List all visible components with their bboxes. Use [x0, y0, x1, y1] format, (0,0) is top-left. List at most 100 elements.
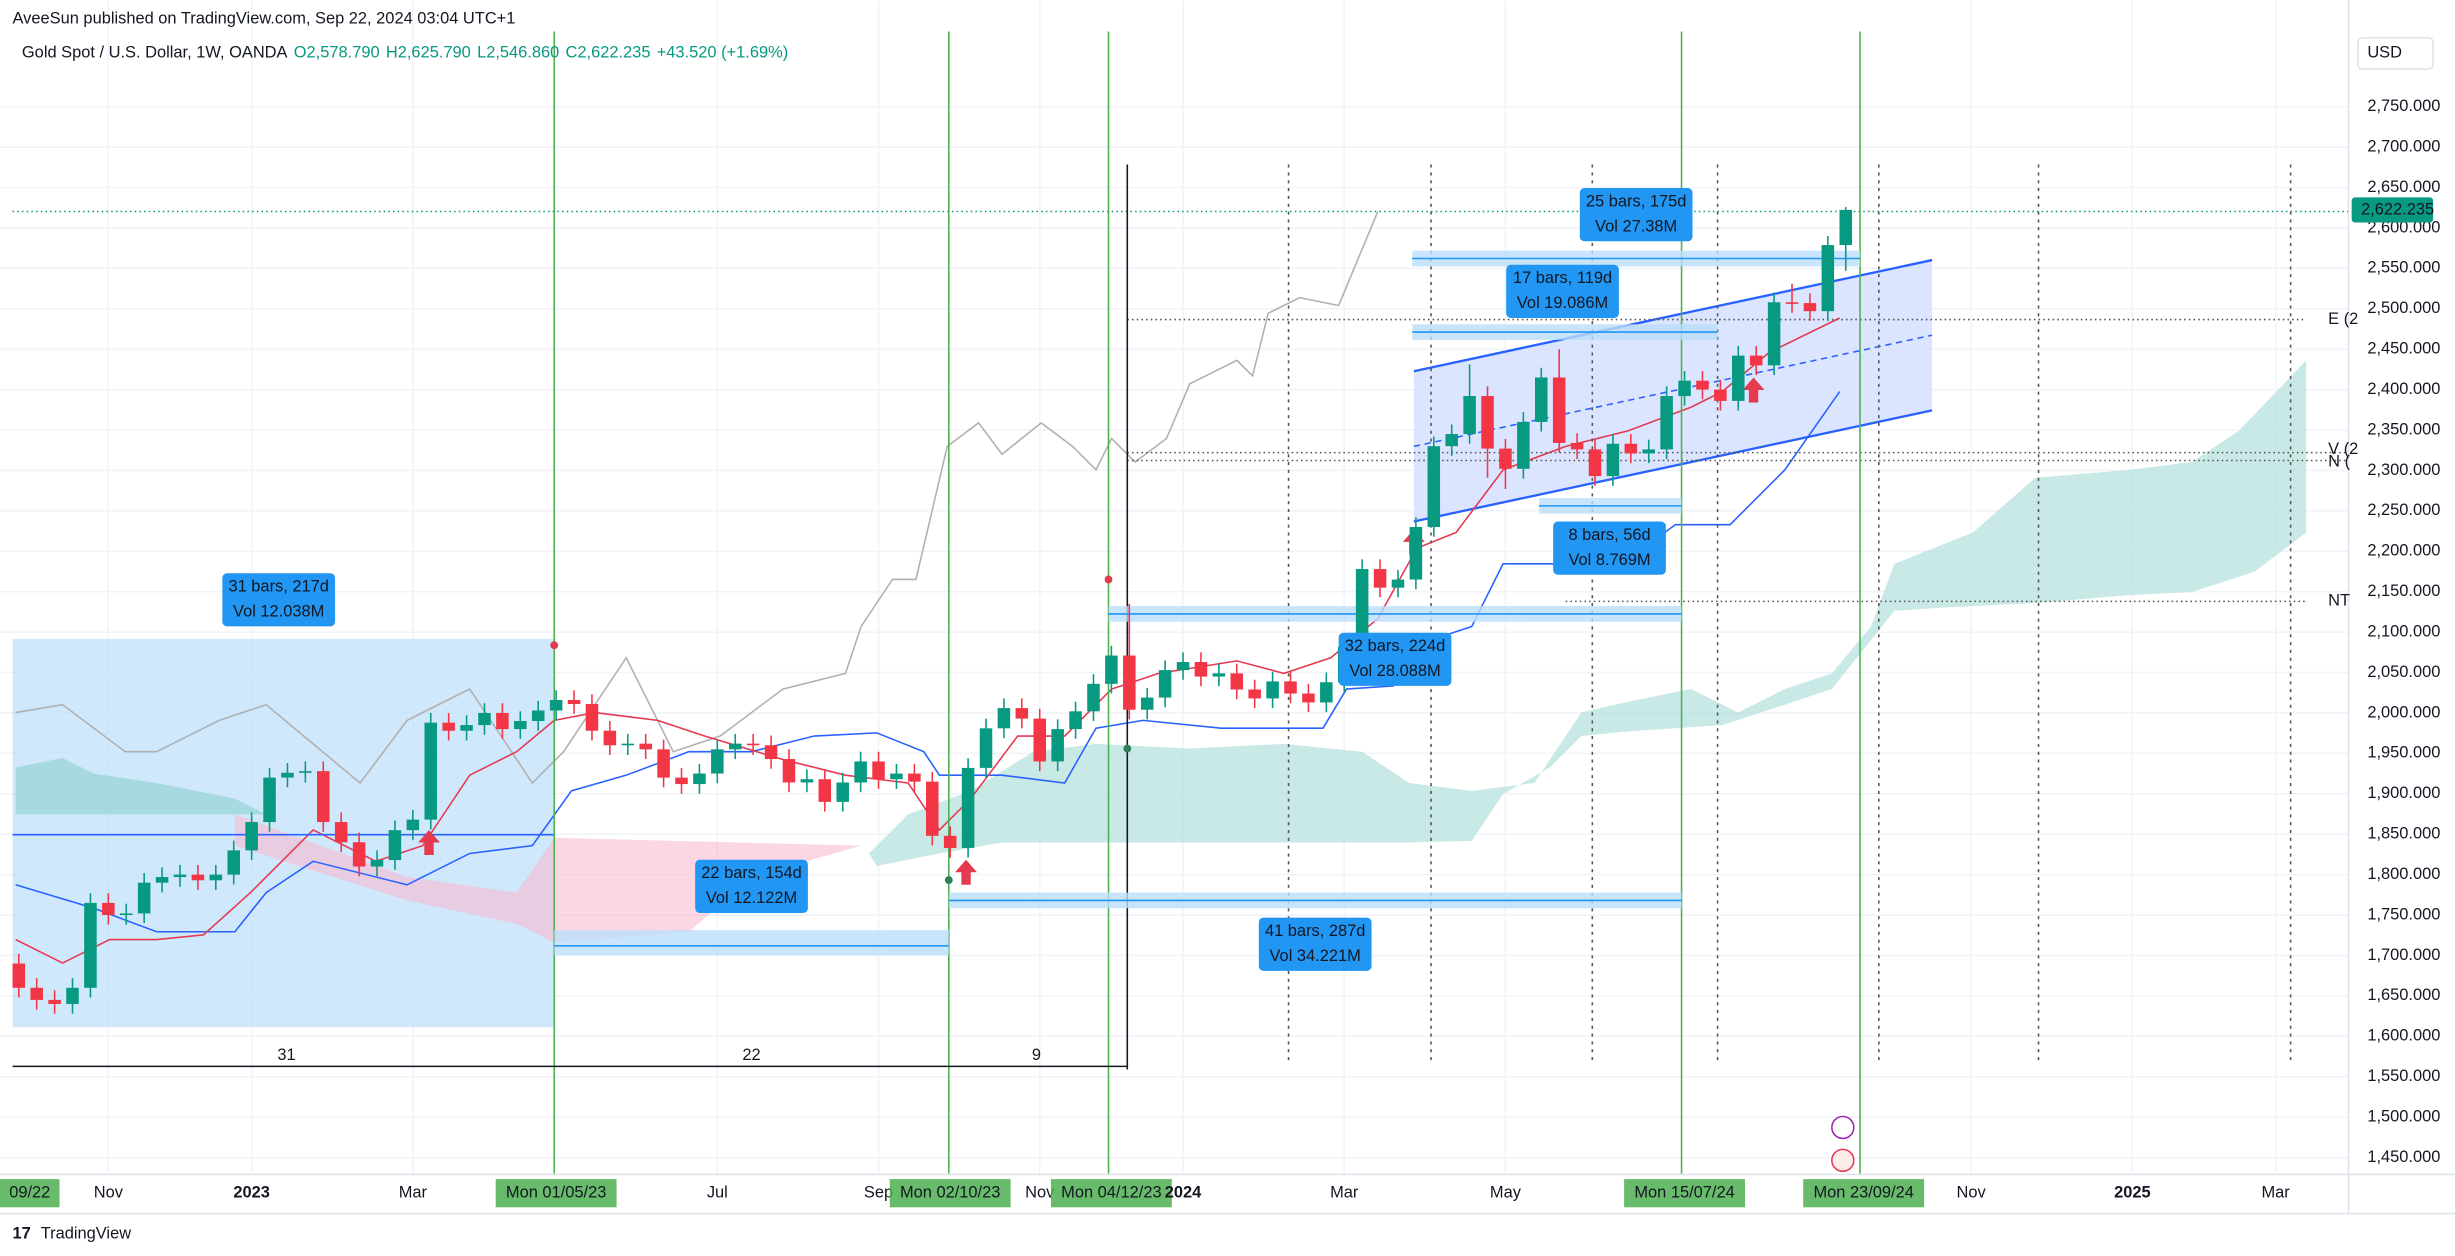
x-tick-label: Mar	[1330, 1184, 1359, 1202]
candle-body	[854, 761, 867, 783]
ohlc: H2,625.790	[386, 44, 471, 62]
candle-body	[979, 728, 993, 768]
candle-body	[1176, 662, 1190, 671]
y-tick-label: 1,450.000	[2367, 1148, 2440, 1166]
currency[interactable]: USD	[2367, 44, 2402, 62]
x-tick-label: Mon 04/12/23	[1061, 1184, 1161, 1202]
x-tick-highlight	[495, 1179, 617, 1208]
candle-body	[926, 781, 939, 836]
candle-body	[1552, 377, 1566, 443]
candle-body	[1481, 396, 1494, 449]
y-tick-label: 2,400.000	[2367, 380, 2440, 398]
candle-body	[1266, 681, 1279, 699]
event-icon	[1831, 1115, 1855, 1140]
price-tag	[2351, 197, 2434, 223]
measure-text: 25 bars, 175d	[1586, 192, 1686, 210]
measure-box	[1506, 264, 1619, 318]
y-tick-label: 1,650.000	[2367, 986, 2440, 1004]
measure-text: 17 bars, 119d	[1513, 269, 1612, 287]
currency-button[interactable]	[2357, 36, 2434, 70]
range-arrows	[554, 257, 1861, 947]
candle-body	[1570, 442, 1584, 450]
candle-body	[908, 773, 921, 782]
lagging-line	[15, 211, 1379, 785]
cloud	[868, 360, 2307, 866]
candle-body	[1535, 377, 1548, 422]
measure-vol: Vol 12.122M	[706, 889, 797, 907]
candle-body	[1069, 711, 1082, 730]
candle-body	[84, 902, 97, 988]
candle-body	[1749, 355, 1763, 366]
candle-body	[1785, 302, 1799, 304]
y-tick-label: 1,800.000	[2367, 865, 2440, 883]
candle-body	[1230, 673, 1244, 690]
candle-body	[764, 745, 778, 760]
candle-body	[549, 700, 563, 711]
x-tick-label: 09/22	[9, 1184, 50, 1202]
ohlc: O2,578.790	[294, 44, 380, 62]
x-tick-highlight	[0, 1179, 60, 1208]
candles	[12, 207, 1853, 1014]
candle-body	[424, 722, 438, 820]
x-tick-label: Mon 01/05/23	[506, 1184, 606, 1202]
x-tick-label: Jul	[707, 1184, 728, 1202]
candle-body	[1660, 396, 1673, 450]
candle-body	[209, 874, 223, 881]
candle-body	[299, 771, 312, 773]
x-tick-label: Mon 23/09/24	[1813, 1184, 1913, 1202]
measure-vol: Vol 19.086M	[1517, 294, 1608, 312]
ohlc: C2,622.235	[566, 44, 651, 62]
candle-body	[1767, 302, 1781, 366]
bar-count: 22	[742, 1046, 760, 1064]
bar-count: 9	[1032, 1046, 1041, 1064]
candle-body	[1714, 389, 1727, 401]
candle-body	[496, 712, 509, 730]
candle-body	[1463, 396, 1476, 435]
candle-body	[728, 743, 742, 750]
x-tick-highlight	[1803, 1179, 1925, 1208]
candle-body	[675, 777, 688, 785]
candle-body	[1284, 681, 1297, 694]
measure-box	[222, 573, 336, 627]
candle-body	[711, 749, 724, 774]
y-tick-label: 2,500.000	[2367, 299, 2440, 317]
x-tick-label: Mon 15/07/24	[1634, 1184, 1734, 1202]
candle-body	[585, 704, 599, 731]
candle-body	[1015, 708, 1029, 719]
measure-vol: Vol 12.038M	[233, 603, 324, 621]
candle-body	[621, 743, 635, 746]
measure-vol: Vol 8.769M	[1568, 551, 1650, 569]
candle-body	[66, 987, 79, 1004]
title: Gold Spot / U.S. Dollar, 1W, OANDA	[22, 44, 288, 62]
candle-body	[961, 767, 975, 848]
candle-body	[890, 773, 903, 780]
measure-box	[1553, 521, 1666, 575]
candle-body	[1821, 245, 1835, 312]
x-tick-label: Nov	[1025, 1184, 1055, 1202]
candle-body	[1320, 682, 1333, 703]
candle-body	[1248, 689, 1261, 699]
candle-body	[155, 877, 169, 883]
candle-body	[693, 773, 706, 785]
brand: TradingView	[41, 1224, 132, 1242]
y-tick-label: 2,100.000	[2367, 622, 2440, 640]
level-label: N (	[2328, 452, 2350, 470]
channel-line	[1413, 409, 1933, 523]
level-label: E (2	[2328, 310, 2358, 328]
price-tag-label: 2,622.235	[2361, 200, 2434, 218]
measure-text: 31 bars, 217d	[228, 578, 328, 596]
x-tick-label: 2025	[2114, 1184, 2151, 1202]
y-tick-label: 2,250.000	[2367, 501, 2440, 519]
candle-body	[818, 779, 832, 802]
candle-body	[1696, 380, 1709, 390]
y-tick-label: 1,500.000	[2367, 1107, 2440, 1125]
candle-body	[872, 761, 885, 780]
channel-mid	[1413, 334, 1933, 448]
bar-count: 31	[277, 1046, 295, 1064]
candle-body	[531, 710, 545, 722]
candle-body	[442, 722, 455, 731]
measure-text: 22 bars, 154d	[701, 864, 801, 882]
y-tick-label: 2,200.000	[2367, 542, 2440, 560]
conversion-line	[15, 317, 1841, 964]
